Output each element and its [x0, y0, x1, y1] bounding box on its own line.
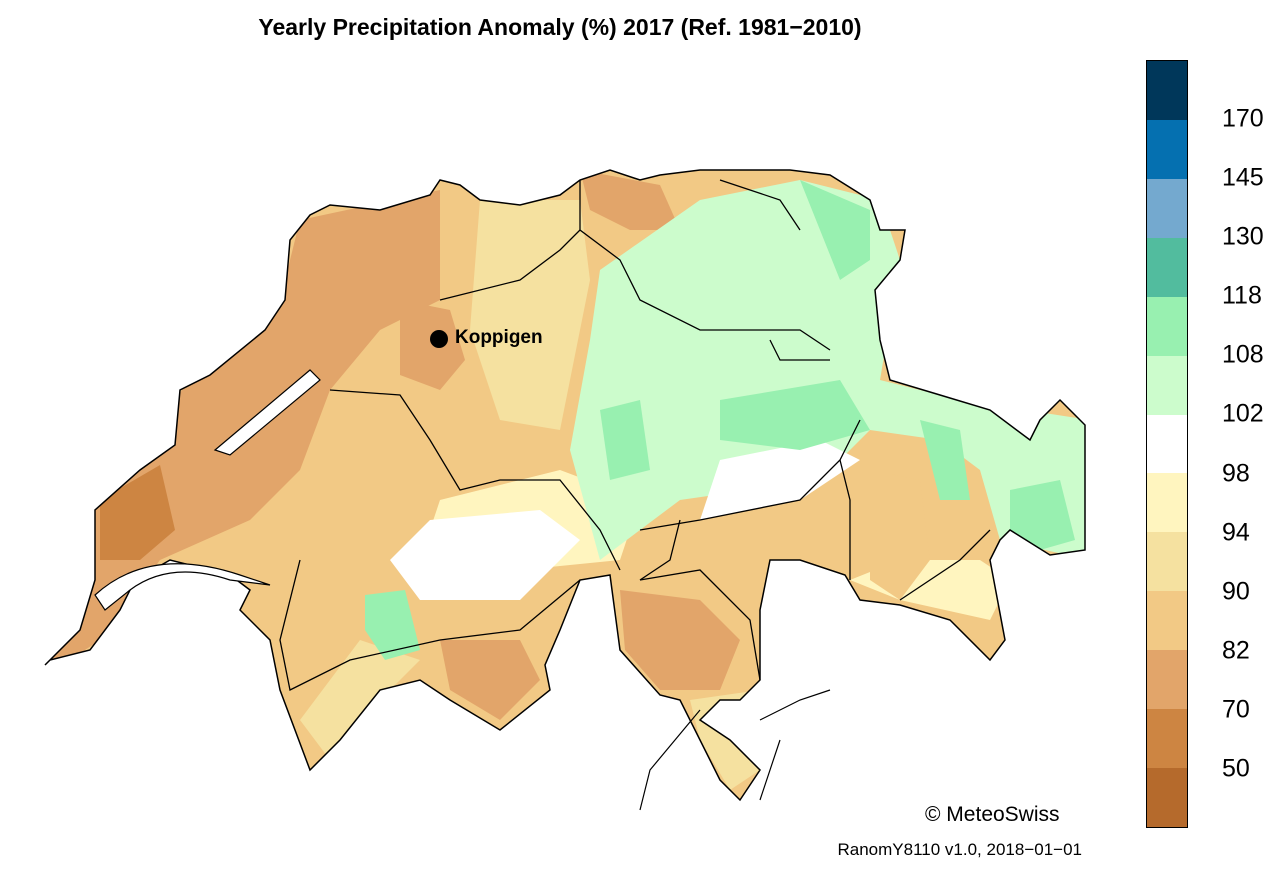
colorbar-tick-label: 145	[1222, 163, 1264, 192]
colorbar-tick-label: 108	[1222, 340, 1264, 369]
colorbar-tick-label: 102	[1222, 399, 1264, 428]
colorbar-band	[1147, 296, 1187, 356]
colorbar-band	[1147, 473, 1187, 533]
region-108-118-ne	[800, 180, 870, 280]
colorbar-tick-label: 94	[1222, 518, 1250, 547]
colorbar-band	[1147, 237, 1187, 297]
copyright-credit: © MeteoSwiss	[925, 803, 1060, 826]
region-98-102-east	[700, 440, 860, 520]
colorbar-tick-label: 98	[1222, 459, 1250, 488]
colorbar-tick-label: 170	[1222, 104, 1264, 133]
region-70-82-ticino	[620, 590, 740, 690]
station-label: Koppigen	[455, 327, 543, 348]
colorbar-tick-label: 90	[1222, 577, 1250, 606]
region-108-118-graubuenden	[720, 380, 870, 450]
colorbar-tick-label: 82	[1222, 636, 1250, 665]
region-108-118-sud	[1010, 480, 1075, 550]
region-70-82-valais	[440, 640, 540, 720]
colorbar-band	[1147, 532, 1187, 592]
colorbar-tick-label: 50	[1222, 754, 1250, 783]
lake-geneva	[94, 563, 271, 611]
colorbar	[1146, 60, 1188, 828]
lake-lugano-maggiore	[639, 689, 831, 811]
colorbar-tick-label: 130	[1222, 222, 1264, 251]
colorbar-band	[1147, 61, 1187, 120]
switzerland-map	[44, 169, 1086, 811]
colorbar-band	[1147, 709, 1187, 769]
region-50-70	[100, 465, 175, 560]
region-98-102	[390, 510, 580, 600]
region-102-108	[570, 180, 1085, 560]
region-108-118-uri	[600, 400, 650, 480]
colorbar-band	[1147, 414, 1187, 474]
region-108-118-engadin	[920, 420, 970, 500]
region-70-82-north	[580, 170, 680, 230]
colorbar-tick-label: 70	[1222, 695, 1250, 724]
region-82-90-engadin	[870, 470, 930, 600]
colorbar-tick-label: 118	[1222, 281, 1262, 310]
colorbar-band	[1147, 355, 1187, 415]
region-90-94	[470, 200, 590, 430]
version-label: RanomY8110 v1.0, 2018−01−01	[837, 840, 1083, 859]
lake-neuchatel	[213, 369, 321, 456]
map-title: Yearly Precipitation Anomaly (%) 2017 (R…	[258, 14, 862, 40]
region-108-118-valais	[365, 590, 420, 660]
colorbar-band	[1147, 119, 1187, 179]
colorbar-band	[1147, 591, 1187, 651]
koppigen-station-marker	[430, 330, 448, 348]
canton-borders	[279, 179, 991, 691]
colorbar-band	[1147, 178, 1187, 238]
colorbar-band	[1147, 768, 1187, 827]
colorbar-band	[1147, 650, 1187, 710]
region-90-94-south	[300, 640, 420, 760]
